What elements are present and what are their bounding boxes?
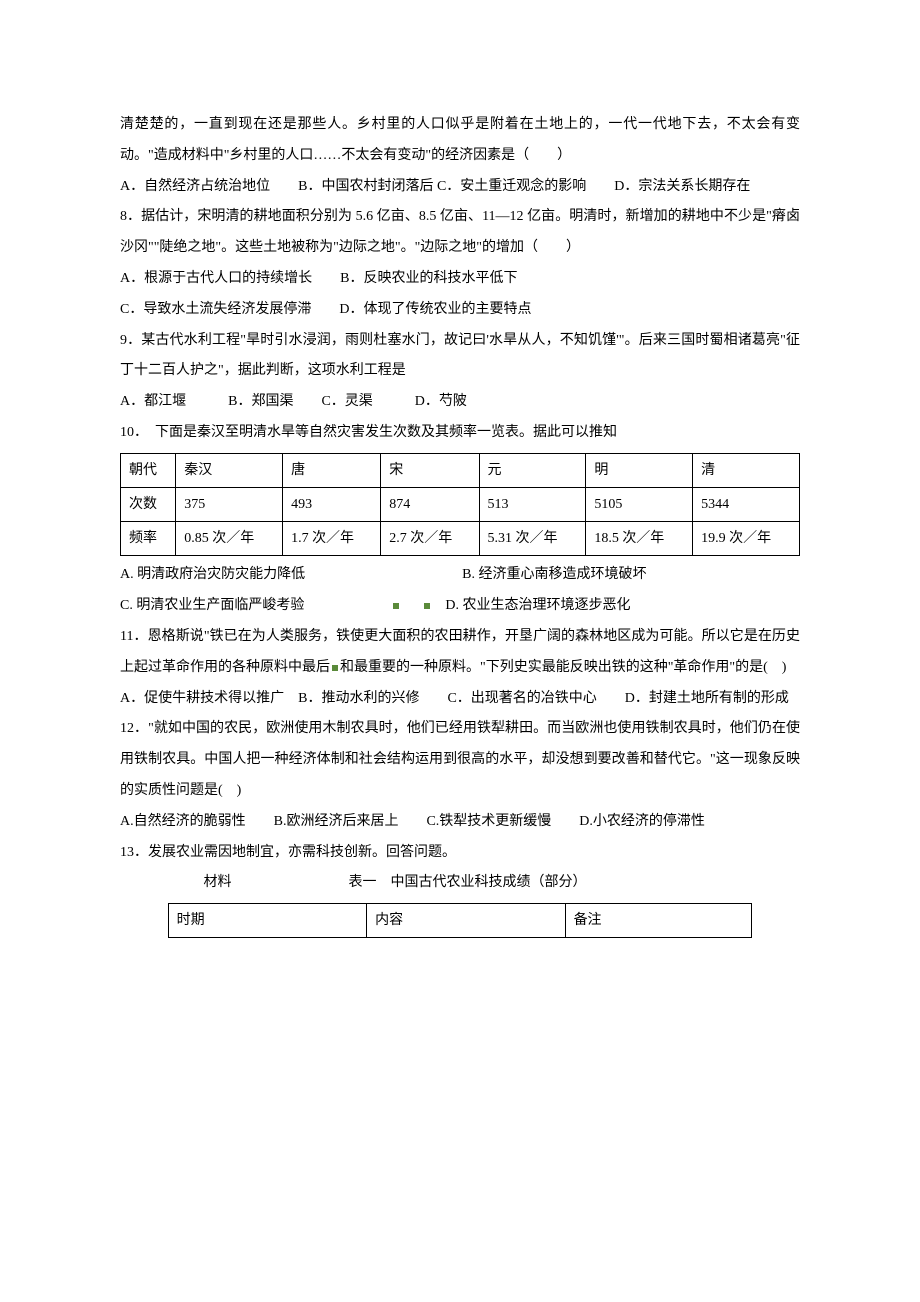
q7-options: A．自然经济占统治地位 B．中国农村封闭落后 C．安土重迁观念的影响 D．宗法关… [120, 172, 800, 203]
q10-option-c: C. 明清农业生产面临严峻考验 [120, 598, 304, 613]
q8-stem: 8．据估计，宋明清的耕地面积分别为 5.6 亿亩、8.5 亿亩、11—12 亿亩… [120, 202, 800, 264]
cell: 1.7 次／年 [283, 522, 381, 556]
q12-options: A.自然经济的脆弱性 B.欧洲经济后来居上 C.铁犁技术更新缓慢 D.小农经济的… [120, 807, 800, 838]
q10-stem: 10． 下面是秦汉至明清水旱等自然灾害发生次数及其频率一览表。据此可以推知 [120, 418, 800, 449]
marker-dot-icon [332, 665, 338, 671]
cell: 备注 [565, 904, 752, 938]
cell: 18.5 次／年 [586, 522, 693, 556]
cell: 频率 [121, 522, 176, 556]
cell: 唐 [283, 453, 381, 487]
table-row: 时期 内容 备注 [168, 904, 752, 938]
table1-title: 表一 中国古代农业科技成绩（部分） [349, 875, 587, 890]
q13-stem: 13．发展农业需因地制宜，亦需科技创新。回答问题。 [120, 838, 800, 869]
q8-options-ab: A．根源于古代人口的持续增长 B．反映农业的科技水平低下 [120, 264, 800, 295]
marker-dot-icon [393, 603, 399, 609]
cell: 513 [479, 487, 586, 521]
cell: 2.7 次／年 [381, 522, 479, 556]
q10-options-line2: C. 明清农业生产面临严峻考验 D. 农业生态治理环境逐步恶化 [120, 591, 800, 622]
cell: 清 [693, 453, 800, 487]
cell: 493 [283, 487, 381, 521]
q10-options-line1: A. 明清政府治灾防灾能力降低 B. 经济重心南移造成环境破坏 [120, 560, 800, 591]
q9-stem: 9．某古代水利工程"旱时引水浸润，雨则杜塞水门，故记曰'水旱从人，不知饥馑'"。… [120, 326, 800, 388]
disaster-frequency-table: 朝代 秦汉 唐 宋 元 明 清 次数 375 493 874 513 5105 … [120, 453, 800, 557]
cell: 内容 [367, 904, 565, 938]
q10-option-a: A. 明清政府治灾防灾能力降低 [120, 567, 305, 582]
cell: 0.85 次／年 [176, 522, 283, 556]
cell: 375 [176, 487, 283, 521]
cell: 5105 [586, 487, 693, 521]
material-label: 材料 [204, 875, 232, 890]
q7-continuation: 清楚楚的，一直到现在还是那些人。乡村里的人口似乎是附着在土地上的，一代一代地下去… [120, 110, 800, 172]
cell: 朝代 [121, 453, 176, 487]
q11-text-part2: 和最重要的一种原料。"下列史实最能反映出铁的这种"革命作用"的是( ) [340, 660, 786, 675]
material-title-row: 材料 表一 中国古代农业科技成绩（部分） [120, 868, 800, 899]
document-page: 清楚楚的，一直到现在还是那些人。乡村里的人口似乎是附着在土地上的，一代一代地下去… [0, 0, 920, 1002]
cell: 明 [586, 453, 693, 487]
cell: 时期 [168, 904, 366, 938]
cell: 874 [381, 487, 479, 521]
cell: 次数 [121, 487, 176, 521]
q11-stem: 11．恩格斯说"铁已在为人类服务，铁使更大面积的农田耕作，开垦广阔的森林地区成为… [120, 622, 800, 684]
table-row: 频率 0.85 次／年 1.7 次／年 2.7 次／年 5.31 次／年 18.… [121, 522, 800, 556]
q8-options-cd: C．导致水土流失经济发展停滞 D．体现了传统农业的主要特点 [120, 295, 800, 326]
marker-dot-icon [424, 603, 430, 609]
q11-options: A．促使牛耕技术得以推广 B．推动水利的兴修 C．出现著名的冶铁中心 D．封建土… [120, 684, 800, 715]
q9-options: A．都江堰 B．郑国渠 C．灵渠 D．芍陂 [120, 387, 800, 418]
table-row: 朝代 秦汉 唐 宋 元 明 清 [121, 453, 800, 487]
cell: 元 [479, 453, 586, 487]
q10-option-d: D. 农业生态治理环境逐步恶化 [445, 598, 630, 613]
q12-stem: 12．"就如中国的农民，欧洲使用木制农具时，他们已经用铁犁耕田。而当欧洲也使用铁… [120, 714, 800, 806]
cell: 宋 [381, 453, 479, 487]
q10-option-b: B. 经济重心南移造成环境破坏 [462, 567, 646, 582]
cell: 5344 [693, 487, 800, 521]
agri-tech-table: 时期 内容 备注 [168, 903, 753, 938]
table-row: 次数 375 493 874 513 5105 5344 [121, 487, 800, 521]
cell: 5.31 次／年 [479, 522, 586, 556]
cell: 秦汉 [176, 453, 283, 487]
cell: 19.9 次／年 [693, 522, 800, 556]
